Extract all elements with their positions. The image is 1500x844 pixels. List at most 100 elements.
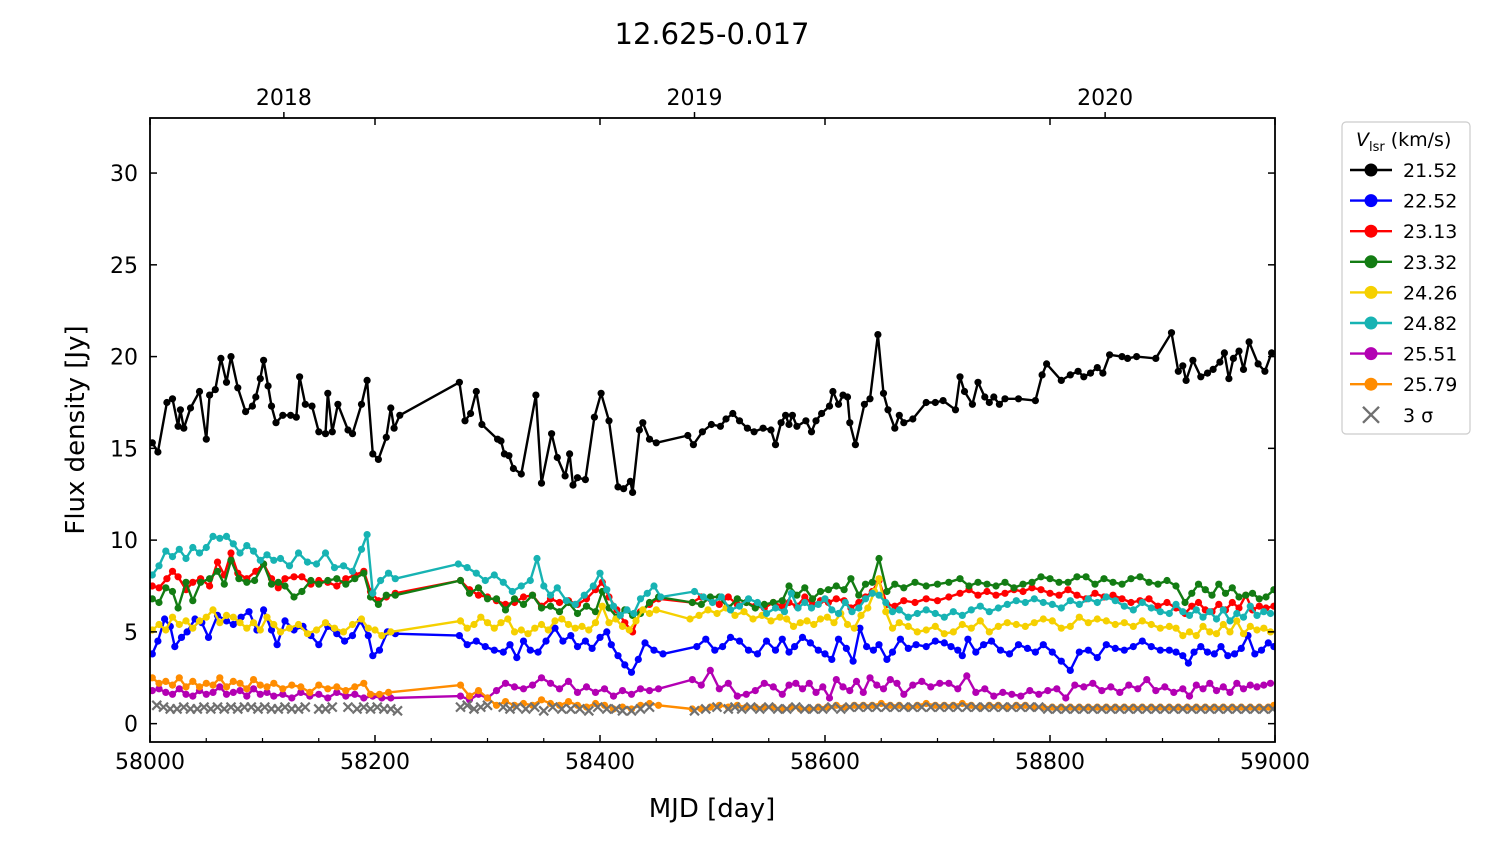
data-point — [1010, 584, 1018, 592]
data-point — [794, 604, 802, 612]
data-point — [980, 641, 988, 649]
data-point — [1199, 613, 1207, 621]
sigma-marker — [644, 701, 655, 713]
sigma-marker — [1051, 703, 1063, 715]
data-point — [1012, 597, 1020, 605]
data-point — [1003, 600, 1011, 609]
data-point — [171, 643, 179, 651]
y-tick-label: 0 — [124, 713, 138, 738]
data-point — [382, 591, 390, 599]
data-point — [922, 595, 930, 603]
data-point — [1147, 604, 1155, 612]
data-point — [1216, 358, 1224, 366]
data-point — [150, 582, 156, 590]
data-point — [396, 411, 404, 419]
data-point — [909, 415, 917, 423]
data-point — [912, 641, 920, 649]
data-point — [1172, 600, 1180, 609]
data-point — [1220, 349, 1228, 357]
sigma-marker — [482, 700, 493, 711]
data-point — [1270, 643, 1275, 651]
sigma-marker — [844, 701, 856, 713]
data-point — [540, 582, 548, 590]
data-point — [182, 690, 190, 698]
data-point — [1145, 595, 1153, 603]
data-point — [234, 384, 242, 392]
data-point — [1073, 591, 1081, 599]
data-point — [202, 613, 210, 621]
data-point — [1228, 598, 1236, 607]
data-point — [987, 637, 996, 645]
data-point — [229, 677, 237, 686]
data-point — [803, 617, 811, 625]
data-point — [499, 648, 507, 656]
data-point — [798, 685, 807, 693]
data-point — [348, 430, 357, 438]
data-point — [580, 591, 588, 599]
data-point — [1129, 643, 1137, 651]
x-tick-label: 59000 — [1240, 750, 1310, 775]
data-point — [918, 677, 926, 686]
data-point — [994, 604, 1002, 612]
data-point — [834, 635, 843, 643]
data-point — [636, 685, 645, 693]
data-point — [510, 683, 519, 691]
data-point — [202, 543, 210, 552]
data-point — [717, 593, 726, 601]
legend-entry: 23.13 — [1350, 221, 1457, 243]
data-point — [733, 595, 741, 603]
data-point — [931, 622, 939, 631]
data-point — [702, 635, 710, 643]
data-point — [274, 578, 282, 586]
data-point — [1188, 589, 1196, 597]
data-point — [303, 558, 312, 566]
data-point — [1074, 367, 1082, 375]
data-point — [281, 617, 289, 625]
plot-area — [150, 329, 1275, 717]
data-point — [625, 626, 633, 634]
data-point — [846, 687, 854, 695]
data-point — [1093, 598, 1101, 607]
data-point — [634, 655, 642, 664]
data-point — [1154, 580, 1162, 588]
data-point — [1003, 619, 1011, 627]
data-point — [1179, 632, 1187, 640]
data-point — [162, 547, 170, 555]
data-point — [195, 387, 204, 396]
y-tick-label: 10 — [110, 529, 138, 554]
data-point — [1235, 347, 1243, 355]
data-point — [895, 606, 903, 614]
data-point — [913, 628, 921, 636]
data-point — [155, 679, 163, 687]
data-point — [1046, 575, 1054, 583]
data-point — [759, 424, 767, 432]
data-point — [342, 580, 350, 588]
data-point — [249, 547, 258, 555]
sigma-marker — [1222, 703, 1234, 715]
data-point — [591, 619, 600, 627]
data-point — [1266, 679, 1275, 687]
data-point — [216, 674, 224, 682]
data-point — [689, 441, 698, 449]
data-point — [1111, 620, 1119, 629]
data-point — [1066, 622, 1074, 631]
data-point — [544, 626, 552, 634]
data-point — [150, 439, 156, 447]
x-tick-label: 58000 — [115, 750, 185, 775]
data-point — [1194, 598, 1203, 607]
data-point — [1084, 619, 1092, 627]
data-point — [1039, 598, 1047, 607]
data-point — [740, 608, 748, 616]
data-point — [968, 400, 977, 408]
data-point — [366, 690, 375, 698]
sigma-marker — [754, 703, 766, 715]
data-point — [245, 608, 253, 616]
sigma-marker — [763, 701, 775, 713]
data-point — [1048, 600, 1056, 609]
data-point — [597, 389, 605, 397]
sigma-marker — [635, 703, 646, 715]
sigma-marker — [907, 701, 919, 713]
data-point — [1172, 582, 1180, 590]
data-point — [324, 685, 332, 693]
data-point — [182, 617, 190, 625]
